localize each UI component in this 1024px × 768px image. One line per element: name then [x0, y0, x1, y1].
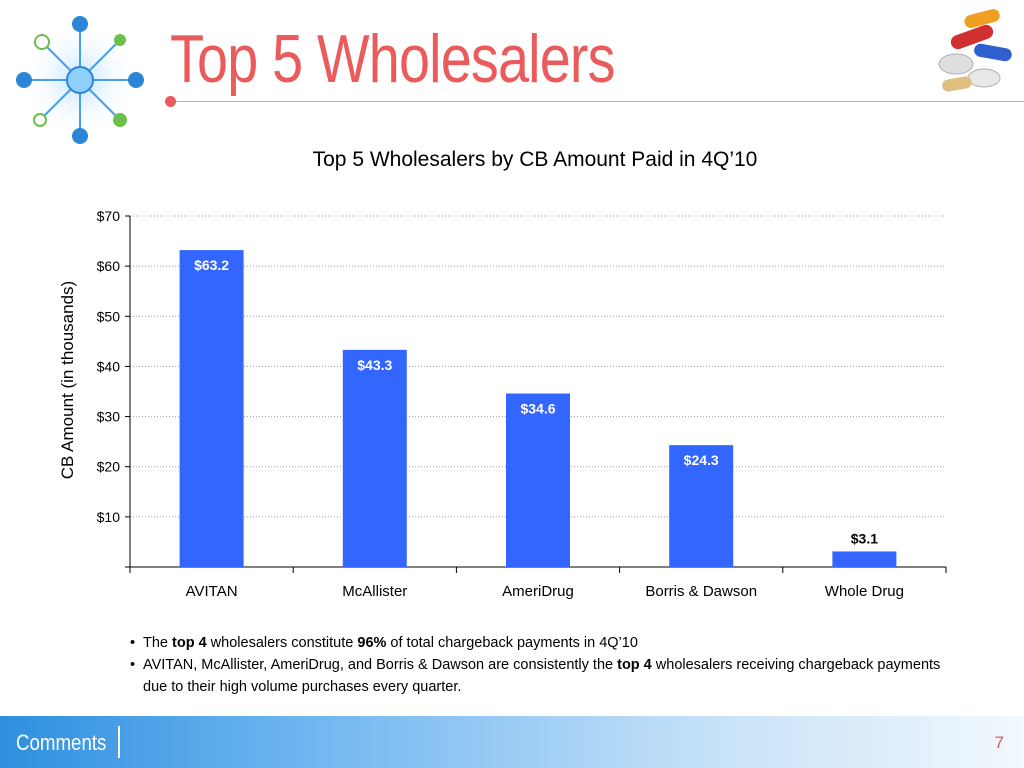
y-tick-label: $70	[97, 208, 121, 224]
footer-separator	[118, 726, 120, 758]
title-bullet-dot	[165, 96, 176, 107]
bullet-1-run: wholesalers constitute	[206, 635, 358, 651]
x-tick-label: AVITAN	[186, 583, 238, 600]
data-label: $3.1	[851, 530, 878, 546]
footer-bar: Comments 7	[0, 716, 1024, 768]
y-tick-label: $40	[97, 358, 121, 374]
bullet-2-run: AVITAN, McAllister, AmeriDrug, and Borri…	[143, 657, 618, 673]
bullet-1-run: of total chargeback payments in 4Q’10	[386, 635, 638, 651]
y-tick-label: $60	[97, 258, 121, 274]
bar-avitan	[179, 250, 244, 567]
bullet-2-run: wholesalers receiving chargeback payment…	[143, 657, 941, 695]
x-tick-label: AmeriDrug	[502, 583, 574, 600]
x-tick-label: McAllister	[342, 583, 407, 600]
slide-title: Top 5 Wholesalers	[170, 21, 616, 97]
bar-whole-drug	[832, 551, 897, 567]
title-divider	[172, 101, 1024, 102]
y-tick-label: $20	[97, 459, 121, 475]
page-number: 7	[994, 733, 1004, 752]
bullet-2: AVITAN, McAllister, AmeriDrug, and Borri…	[130, 654, 950, 698]
bullet-1-run: top 4	[172, 635, 207, 651]
x-tick-label: Borris & Dawson	[645, 583, 757, 600]
footer-comments-label: Comments	[16, 730, 107, 755]
comment-bullets: The top 4 wholesalers constitute 96% of …	[130, 632, 950, 698]
bullet-2-run: top 4	[617, 657, 652, 673]
bar-mcallister	[342, 349, 407, 567]
bar-borris-dawson	[669, 445, 734, 567]
molecule-logo-icon	[16, 16, 144, 144]
bullet-1-run: The	[143, 635, 173, 651]
labels: $10 $20 $30 $40 $50 $60 $70 AVITAN $63.2 McAllist…	[97, 208, 904, 600]
bullet-1: The top 4 wholesalers constitute 96% of …	[130, 632, 950, 654]
pills-icon	[938, 9, 1012, 92]
bullet-1-run: 96%	[357, 635, 387, 651]
bars	[179, 250, 897, 567]
data-label: $63.2	[194, 257, 229, 273]
y-tick-label: $10	[97, 509, 121, 525]
data-label: $24.3	[684, 452, 719, 468]
y-tick-label: $50	[97, 308, 121, 324]
x-tick-label: Whole Drug	[825, 583, 904, 600]
bar-chart: $10 $20 $30 $40 $50 $60 $70 AVITAN $63.2 McAllist…	[97, 208, 947, 600]
y-tick-label: $30	[97, 409, 121, 425]
chart-title: Top 5 Wholesalers by CB Amount Paid in 4…	[312, 148, 758, 171]
data-label: $43.3	[357, 357, 392, 373]
bar-ameridrug	[506, 393, 570, 567]
data-label: $34.6	[520, 401, 555, 417]
